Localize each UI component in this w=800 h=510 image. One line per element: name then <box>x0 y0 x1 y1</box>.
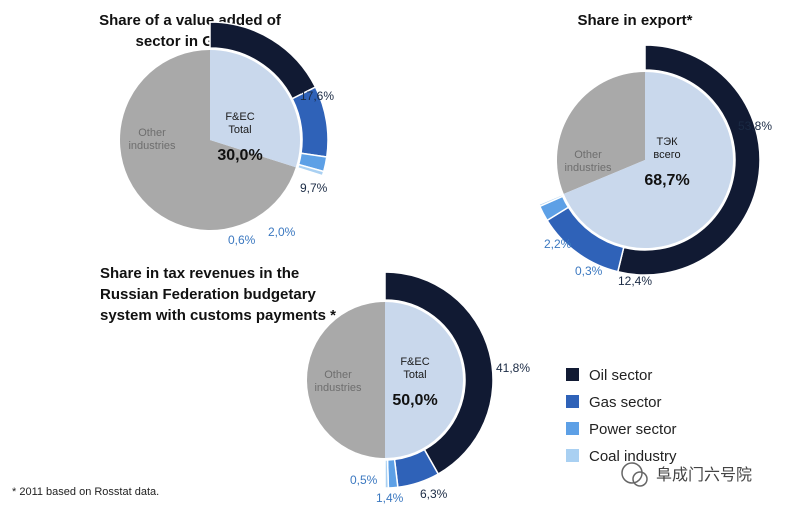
center-total-value: 50,0% <box>392 392 437 409</box>
chart-title-line: Russian Federation budgetary <box>100 286 317 303</box>
legend-label: Oil sector <box>589 367 652 384</box>
chart-title-line: system with customs payments * <box>100 307 336 324</box>
center-total-value: 30,0% <box>217 147 262 164</box>
other-industries-label: Other <box>324 369 352 381</box>
pie-chart-3: Share in tax revenues in the Russian Fede… <box>100 265 530 505</box>
legend-label: Gas sector <box>589 394 662 411</box>
legend-label: Power sector <box>589 421 677 438</box>
legend-swatch <box>566 395 579 408</box>
other-industries-slice <box>557 72 645 194</box>
center-total-value: 68,7% <box>644 172 689 189</box>
legend-label: Coal industry <box>589 448 677 465</box>
slice-value-label: 2,2% <box>544 237 572 251</box>
footnote: * 2011 based on Rosstat data. <box>12 486 159 498</box>
fec-total-slice <box>563 72 733 249</box>
wechat-icon <box>621 462 643 484</box>
other-industries-label: industries <box>564 162 612 174</box>
slice-value-label: 1,4% <box>376 491 404 505</box>
fec-total-slice <box>385 302 463 458</box>
center-label: Total <box>403 369 426 381</box>
ring-segment-coal-industry <box>537 193 564 208</box>
other-industries-label: Other <box>574 149 602 161</box>
other-industries-label: Other <box>138 127 166 139</box>
fec-total-slice <box>210 50 300 168</box>
slice-value-label: 17,6% <box>300 89 334 103</box>
pie-chart-2: Share in export* 53,8% 12,4% 2,2%0,3% Otheri… <box>537 12 772 288</box>
legend-swatch <box>566 422 579 435</box>
slice-value-label: 0,6% <box>228 233 256 247</box>
slice-value-label: 41,8% <box>496 361 530 375</box>
center-label: F&EC <box>400 356 429 368</box>
chart-title-line: Share in export* <box>577 12 692 29</box>
center-label: ТЭК <box>656 136 678 148</box>
ring-segment-oil-sector <box>616 44 761 276</box>
other-industries-slice <box>119 50 296 230</box>
slice-value-label: 12,4% <box>618 274 652 288</box>
other-industries-label: industries <box>128 140 176 152</box>
legend-swatch <box>566 368 579 381</box>
ring-segment-coal-industry <box>384 459 390 489</box>
slice-value-label: 6,3% <box>420 487 448 501</box>
slice-value-label: 53,8% <box>738 119 772 133</box>
slice-value-label: 0,3% <box>575 264 603 278</box>
slice-value-label: 2,0% <box>268 225 296 239</box>
chart-title-line: Share of a value added of <box>99 12 282 29</box>
center-label: Total <box>228 124 251 136</box>
chart-title-line: Share in tax revenues in the <box>100 265 299 282</box>
ring-segment-coal-industry <box>296 163 325 177</box>
watermark: 阜成门六号院 <box>621 462 752 487</box>
slice-value-label: 9,7% <box>300 181 328 195</box>
legend: Oil sector Gas sector Power sector Coal ind… <box>566 367 677 465</box>
center-label: всего <box>653 149 680 161</box>
watermark-text: 阜成门六号院 <box>656 466 752 484</box>
other-industries-slice <box>307 302 385 458</box>
slice-value-label: 0,5% <box>350 473 378 487</box>
wechat-icon-bubble <box>632 471 648 487</box>
center-label: F&EC <box>225 111 254 123</box>
legend-swatch <box>566 449 579 462</box>
other-industries-label: industries <box>314 382 362 394</box>
